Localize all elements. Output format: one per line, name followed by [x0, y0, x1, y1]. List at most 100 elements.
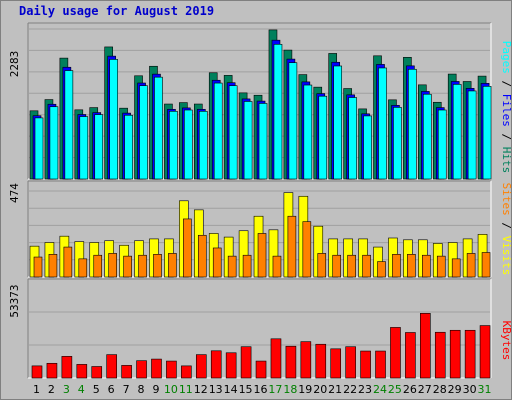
day-label: 12 — [194, 383, 208, 396]
y-max-label: 474 — [8, 183, 21, 203]
sites-bar — [138, 254, 147, 278]
legend-entry: Hits — [500, 147, 512, 174]
kbytes-bar — [315, 343, 327, 379]
day-label: 27 — [418, 383, 432, 396]
day-label: 17 — [268, 383, 282, 396]
day-label: 15 — [239, 383, 253, 396]
pages-bar — [333, 65, 343, 180]
sites-bar — [197, 234, 207, 278]
pages-bar — [64, 70, 74, 180]
kbytes-bar — [136, 360, 147, 379]
day-label: 18 — [283, 383, 297, 396]
day-label: 2 — [48, 383, 55, 396]
kbytes-bar — [76, 364, 88, 379]
pages-bar — [303, 84, 313, 180]
kbytes-bar — [390, 327, 401, 379]
kbytes-bar — [46, 362, 58, 379]
sites-bar — [63, 246, 73, 278]
kbytes-bar — [449, 329, 461, 379]
sites-bar — [257, 233, 267, 278]
kbytes-bar — [270, 338, 282, 379]
kbytes-bar — [240, 346, 252, 379]
sites-bar — [317, 253, 327, 278]
day-label: 24 — [373, 383, 387, 396]
kbytes-bar — [479, 325, 491, 379]
pages-bar — [228, 85, 238, 180]
legend-entry: / — [500, 74, 512, 94]
kbytes-bar — [166, 360, 177, 379]
pages-bar — [34, 117, 44, 180]
kbytes-bar — [420, 313, 431, 379]
kbytes-bar — [195, 354, 207, 379]
kbytes-bar — [91, 366, 103, 379]
day-label: 23 — [358, 383, 372, 396]
kbytes-bar — [31, 365, 43, 379]
pages-bar — [437, 109, 447, 180]
kbytes-bar — [360, 350, 371, 379]
pages-bar — [408, 68, 417, 180]
pages-bar — [363, 115, 372, 180]
pages-bar — [393, 107, 402, 180]
pages-bar — [482, 86, 492, 180]
kbytes-bar — [330, 348, 342, 379]
day-label: 4 — [78, 383, 85, 396]
kbytes-bar — [464, 329, 476, 379]
day-label: 5 — [93, 383, 100, 396]
sites-bar — [227, 255, 237, 278]
sites-bar — [212, 247, 222, 278]
pages-bar — [109, 59, 118, 180]
sites-bar — [108, 253, 117, 278]
legend: Sites / Visits — [500, 183, 512, 276]
kbytes-bar — [121, 365, 132, 379]
sites-bar — [377, 261, 386, 278]
day-label: 22 — [343, 383, 357, 396]
pages-bar — [452, 84, 462, 180]
sites-bar — [168, 253, 177, 278]
sites-bar — [123, 255, 132, 278]
legend-entry: / — [500, 216, 512, 236]
pages-bar — [49, 106, 59, 180]
day-label: 30 — [463, 383, 477, 396]
sites-bar — [183, 218, 192, 278]
day-label: 3 — [63, 383, 70, 396]
sites-bar — [392, 254, 401, 278]
pages-bar — [318, 95, 328, 180]
pages-bar — [198, 111, 208, 180]
legend-entry: Files — [500, 94, 512, 127]
sites-bar — [272, 255, 282, 278]
day-label: 29 — [448, 383, 462, 396]
day-label: 19 — [298, 383, 312, 396]
sites-bar — [422, 254, 431, 278]
day-label: 21 — [328, 383, 342, 396]
day-label: 31 — [478, 383, 492, 396]
pages-bar — [184, 109, 193, 180]
kbytes-bar — [434, 331, 446, 379]
sites-bar — [93, 254, 103, 278]
kbytes-bar — [106, 354, 117, 379]
kbytes-bar — [300, 341, 312, 379]
day-label: 10 — [164, 383, 178, 396]
sites-bar — [153, 254, 162, 278]
sites-bar — [242, 254, 252, 278]
sites-bar — [302, 221, 312, 278]
pages-bar — [378, 67, 387, 180]
pages-bar — [258, 103, 268, 180]
pages-bar — [79, 116, 89, 180]
kbytes-bar — [285, 345, 297, 379]
legend-entry: Sites — [500, 183, 512, 216]
sites-bar — [466, 253, 476, 278]
day-label: 1 — [33, 383, 40, 396]
kbytes-bar — [181, 365, 192, 379]
sites-bar — [347, 254, 356, 278]
legend: KBytes — [500, 321, 512, 361]
pages-bar — [273, 44, 283, 180]
sites-bar — [33, 256, 43, 278]
kbytes-bar — [255, 360, 267, 379]
legend: Pages / Files / Hits — [500, 41, 512, 174]
day-label: 11 — [179, 383, 193, 396]
sites-bar — [332, 254, 342, 278]
pages-bar — [139, 85, 148, 180]
sites-bar — [407, 254, 416, 278]
sites-bar — [451, 258, 461, 278]
pages-bar — [154, 76, 163, 180]
